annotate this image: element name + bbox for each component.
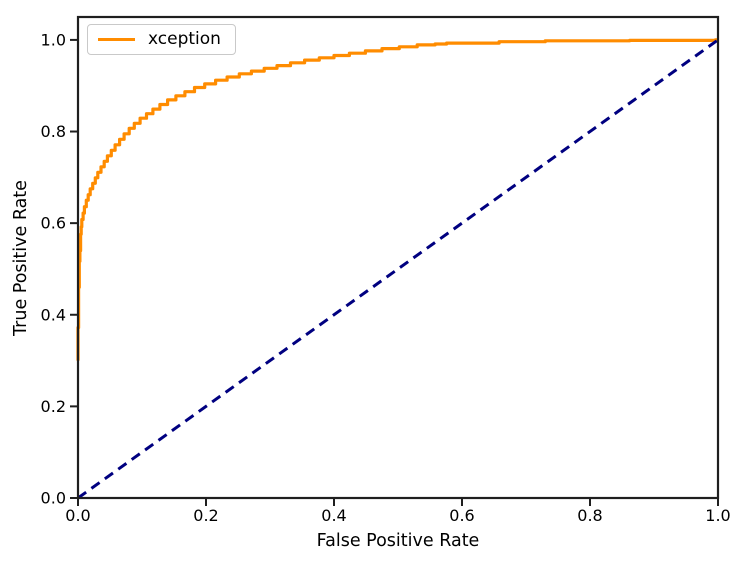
x-tick-label: 0.2 xyxy=(193,506,218,525)
y-axis-label: True Positive Rate xyxy=(11,180,31,336)
y-tick-label: 1.0 xyxy=(41,30,66,49)
x-axis-label: False Positive Rate xyxy=(316,531,480,551)
x-tick-label: 0.0 xyxy=(65,506,90,525)
x-tick-label: 0.4 xyxy=(321,506,346,525)
legend-entry-label: xception xyxy=(148,29,221,49)
y-tick-label: 0.2 xyxy=(41,397,66,416)
y-tick-label: 0.0 xyxy=(41,489,66,508)
x-tick-label: 0.6 xyxy=(449,506,474,525)
x-tick-label: 1.0 xyxy=(705,506,730,525)
y-tick-label: 0.6 xyxy=(41,214,66,233)
roc-curve-line xyxy=(76,38,718,361)
legend-line-sample xyxy=(98,37,135,42)
legend: xception xyxy=(87,24,236,55)
plot-border xyxy=(76,15,720,500)
y-tick-label: 0.8 xyxy=(41,122,66,141)
y-tick-label: 0.4 xyxy=(41,305,66,324)
x-tick-label: 0.8 xyxy=(577,506,602,525)
chance-diagonal-line xyxy=(77,38,719,500)
